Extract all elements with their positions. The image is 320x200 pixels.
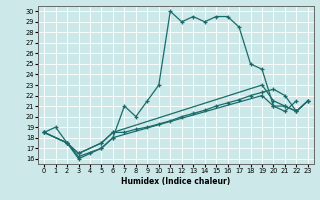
X-axis label: Humidex (Indice chaleur): Humidex (Indice chaleur) bbox=[121, 177, 231, 186]
